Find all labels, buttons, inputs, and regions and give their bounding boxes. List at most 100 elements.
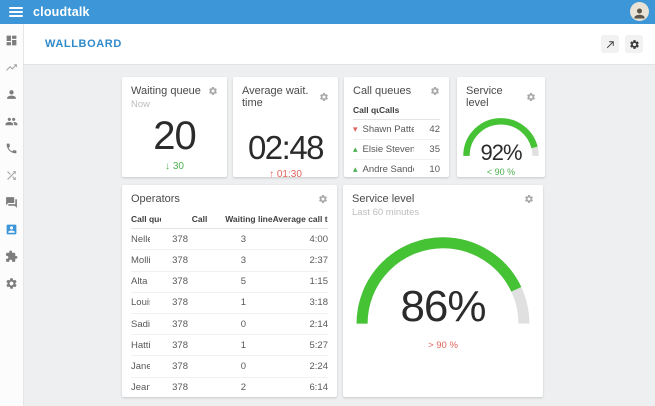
operator-avg-call-time: 4:00: [309, 233, 329, 245]
operator-name: Jean Lewis: [131, 382, 150, 394]
operator-waiting-line: 0: [240, 360, 246, 372]
card-operators: Operators Call queue Call Waiting lineAver…: [122, 185, 337, 397]
operator-avg-call-time: 2:37: [309, 254, 329, 266]
card-settings-icon[interactable]: [430, 86, 440, 96]
trending-up-icon[interactable]: [5, 61, 18, 74]
operator-waiting-line: 0: [240, 318, 246, 330]
queue-calls: 10: [429, 164, 440, 175]
table-row: Louisa Lindsey 378 1 3:18: [131, 293, 328, 314]
table-header-row: Call queueCalls: [353, 101, 440, 120]
arrow-down-icon: ↓: [165, 161, 171, 172]
card-settings-icon[interactable]: [524, 194, 534, 204]
queue-name: Elsie Stevens: [362, 144, 414, 155]
operator-name: Sadie Yates: [131, 318, 150, 330]
operator-call: 378: [172, 339, 188, 351]
operator-avg-call-time: 1:15: [309, 276, 329, 288]
operator-name: Mollie Lloyd: [131, 254, 150, 266]
card-title: Waiting queue: [131, 85, 201, 97]
table-row: Jean Lewis 378 2 6:14: [131, 378, 328, 398]
queue-name: Andre Sandoval: [362, 164, 414, 175]
service-level-value: 86%: [400, 282, 486, 332]
arrow-up-right-icon: [606, 40, 614, 48]
card-settings-icon[interactable]: [318, 194, 328, 204]
card-subtitle: Now: [131, 99, 151, 110]
wallboard-icon[interactable]: [5, 223, 18, 236]
table-row: Hattie Neal 378 1 5:27: [131, 335, 328, 357]
user-avatar[interactable]: [630, 2, 649, 21]
card-service-level-60min: Service level Last 60 minutes 86% > 90 %: [343, 185, 543, 397]
operator-avg-call-time: 2:14: [309, 318, 329, 330]
card-settings-icon[interactable]: [526, 92, 536, 102]
queue-calls: 42: [429, 124, 440, 135]
operator-avg-call-time: 2:24: [309, 360, 329, 372]
phone-icon[interactable]: [5, 142, 18, 155]
table-row: Jane Sharp 378 0 2:24: [131, 356, 329, 378]
card-title: Operators: [131, 193, 180, 205]
service-level-gauge: 86%: [351, 228, 535, 336]
queue-name: Shawn Patterson: [362, 124, 414, 135]
operator-waiting-line: 2: [240, 382, 246, 394]
card-average-wait-time: Average wait. time 02:48 ↑ 01:30: [233, 77, 338, 180]
call-queues-table: Call queueCalls Shawn Patterson 42 Elsie…: [344, 97, 449, 199]
service-level-threshold: > 90 %: [428, 340, 458, 352]
trend-icon: [353, 124, 358, 134]
hamburger-menu-icon[interactable]: [9, 7, 23, 17]
operator-avg-call-time: 6:14: [309, 382, 329, 394]
card-title: Average wait. time: [242, 85, 309, 109]
operator-call: 378: [172, 276, 188, 288]
person-icon[interactable]: [5, 88, 18, 101]
open-in-new-button[interactable]: [601, 35, 619, 53]
operator-name: Alta Boyd: [131, 276, 150, 288]
column-header: Call queue: [131, 213, 161, 224]
operator-waiting-line: 1: [240, 339, 246, 351]
card-service-level-now: Service level 92% < 90 %: [457, 77, 545, 177]
card-settings-icon[interactable]: [319, 92, 329, 102]
operator-name: Jane Sharp: [131, 360, 150, 372]
waiting-queue-delta: ↓ 30: [165, 161, 184, 172]
person-icon: [634, 8, 645, 19]
operator-call: 378: [172, 360, 188, 372]
chat-icon[interactable]: [5, 196, 18, 209]
average-wait-delta: ↑ 01:30: [269, 169, 302, 180]
operator-waiting-line: 3: [240, 254, 246, 266]
table-row: Andre Sandoval 10: [353, 160, 440, 180]
brand-logo: cloudtalk: [33, 5, 90, 19]
sidebar-nav: [0, 24, 24, 406]
column-header: Call queue: [353, 105, 379, 115]
trend-icon: [353, 164, 358, 174]
waiting-queue-value: 20: [153, 114, 197, 158]
card-title: Service level: [352, 193, 415, 205]
people-icon[interactable]: [5, 115, 18, 128]
dashboard-grid: Waiting queue Now 20 ↓ 30 Average wait. …: [24, 65, 655, 406]
operator-waiting-line: 5: [240, 276, 246, 288]
card-subtitle: Last 60 minutes: [352, 207, 420, 218]
settings-icon[interactable]: [5, 277, 18, 290]
table-row: Elsie Stevens 35: [353, 140, 440, 160]
arrow-up-icon: ↑: [269, 169, 275, 180]
service-level-value: 92%: [480, 140, 522, 166]
service-level-threshold: < 90 %: [486, 167, 516, 178]
operator-waiting-line: 3: [240, 233, 246, 245]
column-header: Average call time: [272, 213, 328, 224]
table-row: Mollie Lloyd 378 3 2:37: [131, 250, 329, 272]
dashboard-icon[interactable]: [5, 34, 18, 47]
shuffle-icon[interactable]: [5, 169, 18, 182]
puzzle-icon[interactable]: [5, 250, 18, 263]
operator-name: Louisa Lindsey: [131, 297, 150, 309]
trend-icon: [353, 144, 358, 154]
queue-calls: 35: [429, 144, 440, 155]
operator-call: 378: [172, 233, 188, 245]
card-settings-icon[interactable]: [208, 86, 218, 96]
table-row: Shawn Patterson 42: [353, 120, 440, 140]
operator-call: 378: [172, 382, 188, 394]
wallboard-settings-button[interactable]: [625, 35, 643, 53]
card-title: Call queues: [353, 85, 412, 97]
operator-waiting-line: 1: [240, 297, 246, 309]
average-wait-value: 02:48: [247, 129, 325, 166]
table-row: Nelle Miles 378 3 4:00: [131, 229, 329, 251]
card-call-queues: Call queues Call queueCalls Shawn Patter…: [344, 77, 449, 195]
operator-name: Hattie Neal: [131, 339, 150, 351]
operator-call: 378: [172, 254, 188, 266]
